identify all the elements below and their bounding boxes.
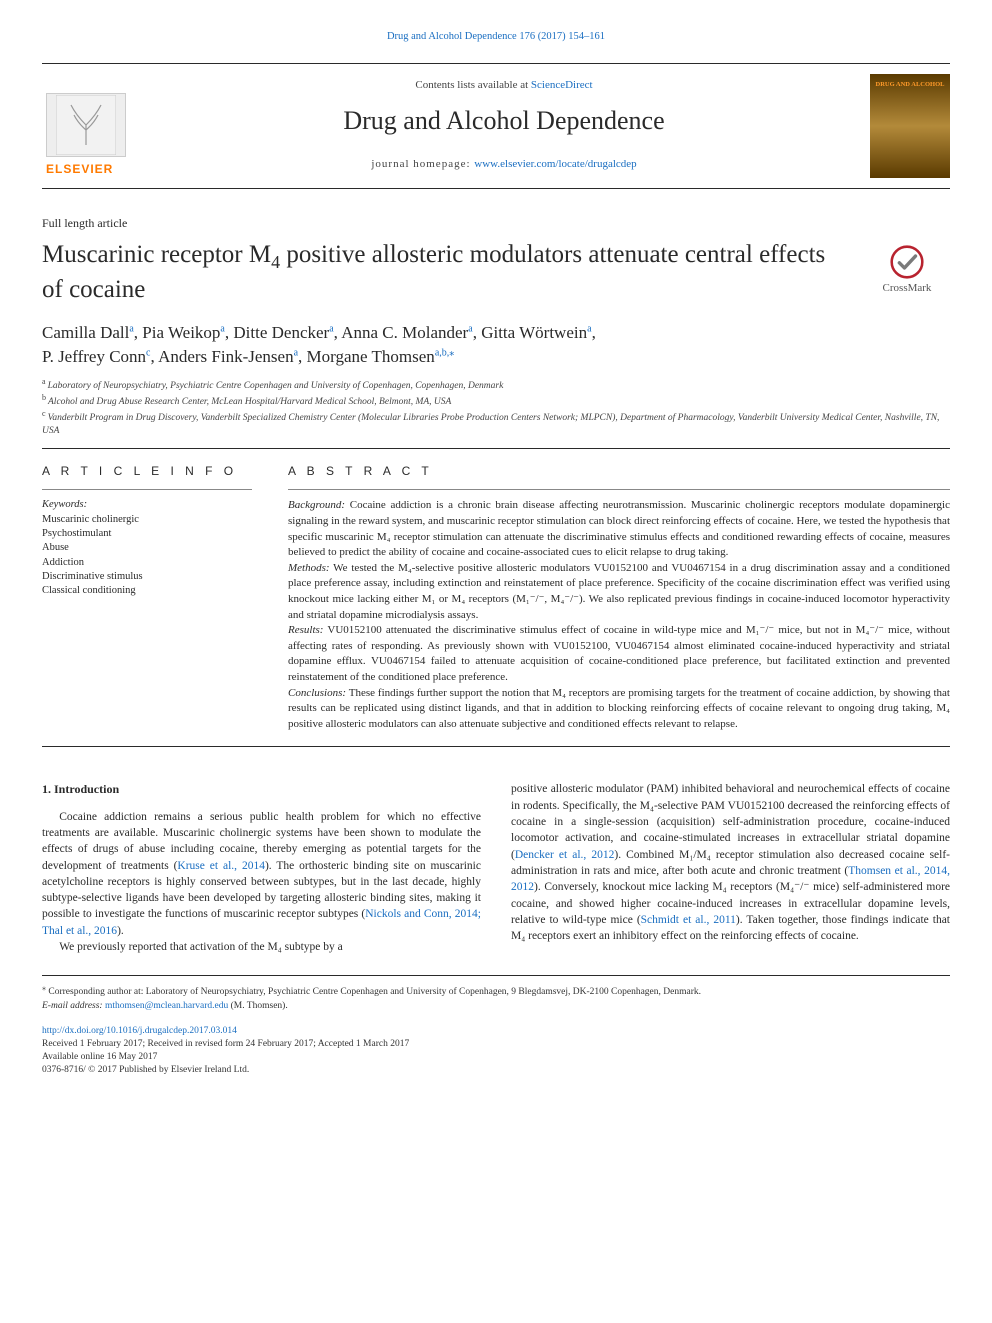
keyword: Abuse xyxy=(42,541,252,555)
keyword: Addiction xyxy=(42,556,252,570)
author: Pia Weikopa xyxy=(142,323,225,342)
crossmark-label: CrossMark xyxy=(883,281,932,296)
keyword: Muscarinic cholinergic xyxy=(42,513,252,527)
affiliation: bAlcohol and Drug Abuse Research Center,… xyxy=(42,393,950,409)
history-dates: Received 1 February 2017; Received in re… xyxy=(42,1039,409,1049)
homepage-link[interactable]: www.elsevier.com/locate/drugalcdep xyxy=(474,158,636,170)
article-info-head: A R T I C L E I N F O xyxy=(42,463,252,480)
keyword: Psychostimulant xyxy=(42,527,252,541)
author-list: Camilla Dalla, Pia Weikopa, Ditte Dencke… xyxy=(42,321,950,369)
author: Anders Fink-Jensena xyxy=(158,347,298,366)
citation-link[interactable]: Dencker et al., 2012 xyxy=(515,849,615,861)
crossmark-icon xyxy=(890,245,924,279)
journal-cover-thumbnail: DRUG AND ALCOHOL xyxy=(870,74,950,178)
keyword: Discriminative stimulus xyxy=(42,570,252,584)
affiliation: aLaboratory of Neuropsychiatry, Psychiat… xyxy=(42,377,950,393)
journal-header: ELSEVIER Contents lists available at Sci… xyxy=(42,63,950,189)
body-text: 1. Introduction Cocaine addiction remain… xyxy=(42,781,950,955)
publisher-name: ELSEVIER xyxy=(46,161,113,178)
keywords-head: Keywords: xyxy=(42,498,252,513)
running-head-link[interactable]: Drug and Alcohol Dependence 176 (2017) 1… xyxy=(387,31,605,42)
crossmark-badge[interactable]: CrossMark xyxy=(864,239,950,296)
affiliation: cVanderbilt Program in Drug Discovery, V… xyxy=(42,409,950,438)
contents-line: Contents lists available at ScienceDirec… xyxy=(150,78,858,93)
author: P. Jeffrey Connc xyxy=(42,347,151,366)
abstract-text: Background: Cocaine addiction is a chron… xyxy=(288,498,950,732)
author: Camilla Dalla xyxy=(42,323,134,342)
affiliations: aLaboratory of Neuropsychiatry, Psychiat… xyxy=(42,377,950,438)
running-head: Drug and Alcohol Dependence 176 (2017) 1… xyxy=(42,30,950,45)
author: Ditte Denckera xyxy=(233,323,333,342)
citation-link[interactable]: Kruse et al., 2014 xyxy=(177,860,265,872)
keywords-list: Muscarinic cholinergicPsychostimulantAbu… xyxy=(42,513,252,598)
elsevier-tree-icon xyxy=(46,93,126,157)
corresponding-author-footnote: ⁎ Corresponding author at: Laboratory of… xyxy=(42,975,950,1013)
article-meta-footer: http://dx.doi.org/10.1016/j.drugalcdep.2… xyxy=(42,1025,950,1076)
abstract-head: A B S T R A C T xyxy=(288,463,950,480)
journal-homepage: journal homepage: www.elsevier.com/locat… xyxy=(150,157,858,172)
article-title: Muscarinic receptor M4 positive alloster… xyxy=(42,239,844,305)
author: Anna C. Molandera xyxy=(341,323,472,342)
copyright-line: 0376-8716/ © 2017 Published by Elsevier … xyxy=(42,1065,249,1075)
keyword: Classical conditioning xyxy=(42,584,252,598)
author: Gitta Wörtweina xyxy=(481,323,591,342)
email-link[interactable]: mthomsen@mclean.harvard.edu xyxy=(105,1001,228,1011)
section-heading: 1. Introduction xyxy=(42,781,481,798)
author: Morgane Thomsena,b,⁎ xyxy=(307,347,455,366)
journal-name: Drug and Alcohol Dependence xyxy=(150,103,858,139)
publisher-logo: ELSEVIER xyxy=(42,74,138,178)
online-date: Available online 16 May 2017 xyxy=(42,1052,157,1062)
article-type: Full length article xyxy=(42,215,950,232)
sciencedirect-link[interactable]: ScienceDirect xyxy=(531,79,593,91)
doi-link[interactable]: http://dx.doi.org/10.1016/j.drugalcdep.2… xyxy=(42,1026,237,1036)
citation-link[interactable]: Schmidt et al., 2011 xyxy=(641,914,736,926)
